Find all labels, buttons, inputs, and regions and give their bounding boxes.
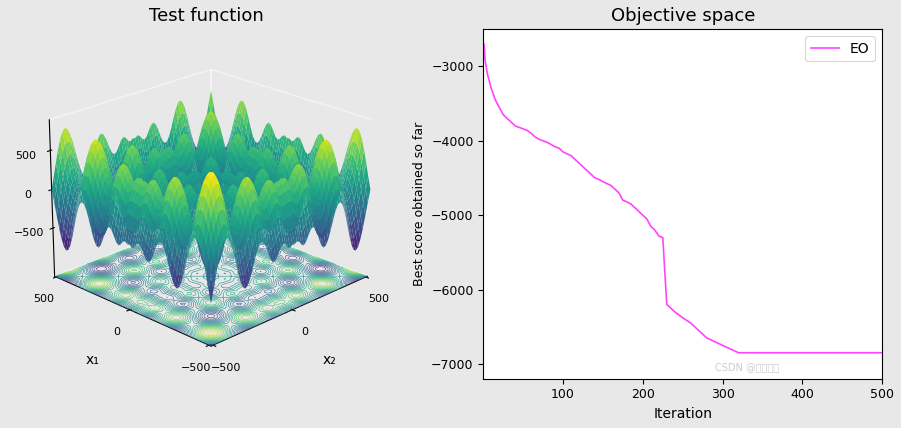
Y-axis label: Best score obtained so far: Best score obtained so far (413, 122, 425, 286)
Legend: EO: EO (805, 36, 875, 61)
EO (478, 42, 489, 47)
EO (514, 125, 524, 130)
EO (877, 350, 887, 355)
EO (526, 131, 537, 136)
Title: Objective space: Objective space (611, 7, 755, 25)
EO (725, 346, 736, 351)
Y-axis label: x₁: x₁ (86, 353, 99, 367)
Title: Test function: Test function (149, 7, 264, 25)
Text: CSDN @渡劫九歌: CSDN @渡劫九歌 (714, 362, 778, 372)
Line: EO: EO (484, 44, 882, 353)
X-axis label: Iteration: Iteration (653, 407, 712, 421)
EO (693, 328, 704, 333)
X-axis label: x₂: x₂ (323, 353, 336, 367)
EO (554, 146, 565, 151)
EO (733, 350, 744, 355)
EO (498, 112, 509, 117)
